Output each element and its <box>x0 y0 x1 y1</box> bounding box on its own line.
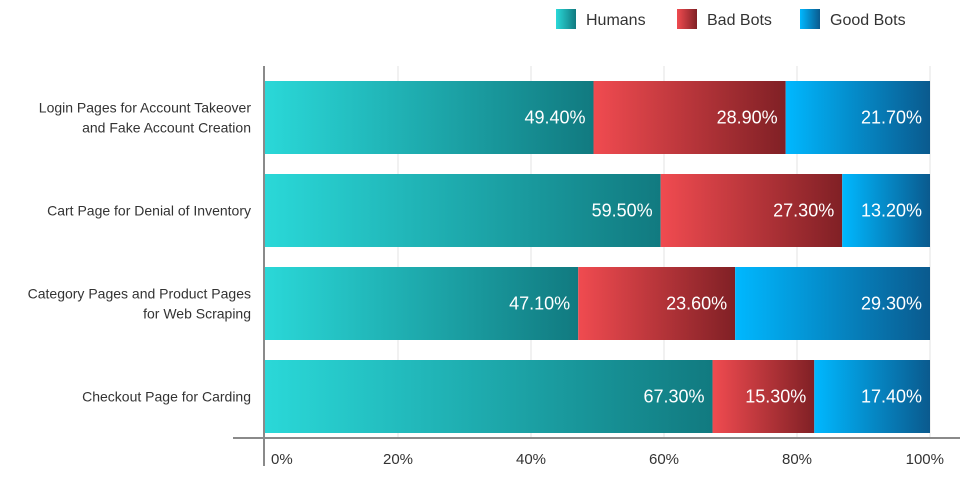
legend-label: Good Bots <box>830 12 906 29</box>
legend-label: Bad Bots <box>707 12 772 29</box>
category-label: Login Pages for Account Takeover <box>39 100 252 116</box>
data-label: 67.30% <box>643 387 704 407</box>
data-label: 13.20% <box>861 201 922 221</box>
category-label: Category Pages and Product Pages <box>28 286 251 302</box>
x-tick-label: 40% <box>516 451 546 468</box>
bar-segment <box>712 360 815 433</box>
data-label: 47.10% <box>509 294 570 314</box>
bar-segment <box>593 81 786 154</box>
category-label: Cart Page for Denial of Inventory <box>47 203 251 219</box>
data-label: 17.40% <box>861 387 922 407</box>
data-label: 28.90% <box>717 108 778 128</box>
data-label: 23.60% <box>666 294 727 314</box>
category-label: Checkout Page for Carding <box>82 389 251 405</box>
data-label: 27.30% <box>773 201 834 221</box>
axes <box>233 66 960 466</box>
bar-segment <box>265 360 713 433</box>
data-label: 59.50% <box>592 201 653 221</box>
x-tick-label: 60% <box>649 451 679 468</box>
bar-segment <box>265 81 594 154</box>
bar-segment <box>785 81 930 154</box>
category-label: for Web Scraping <box>143 306 251 322</box>
category-label: and Fake Account Creation <box>82 120 251 136</box>
category-labels: Login Pages for Account Takeover and Fake… <box>28 100 252 405</box>
data-label: 21.70% <box>861 108 922 128</box>
legend-swatch <box>677 9 697 29</box>
x-tick-label: 80% <box>782 451 812 468</box>
data-label: 49.40% <box>524 108 585 128</box>
legend: Humans Bad Bots Good Bots <box>556 9 906 29</box>
x-tick-labels: 0% 20% 40% 60% 80% 100% <box>271 451 944 468</box>
bar-segment <box>265 174 661 247</box>
bar-segment <box>842 174 930 247</box>
x-tick-label: 100% <box>906 451 944 468</box>
data-label: 15.30% <box>745 387 806 407</box>
bar-segment <box>735 267 930 340</box>
x-tick-label: 20% <box>383 451 413 468</box>
legend-swatch <box>556 9 576 29</box>
data-label: 29.30% <box>861 294 922 314</box>
bars: 49.40% 28.90% 21.70% 59.50% 27.30% 13.20% 47.1… <box>265 81 930 433</box>
bar-segment <box>265 267 579 340</box>
bar-segment <box>578 267 736 340</box>
bar-segment <box>814 360 930 433</box>
legend-label: Humans <box>586 12 646 29</box>
x-tick-label: 0% <box>271 451 293 468</box>
legend-swatch <box>800 9 820 29</box>
bar-segment <box>660 174 843 247</box>
